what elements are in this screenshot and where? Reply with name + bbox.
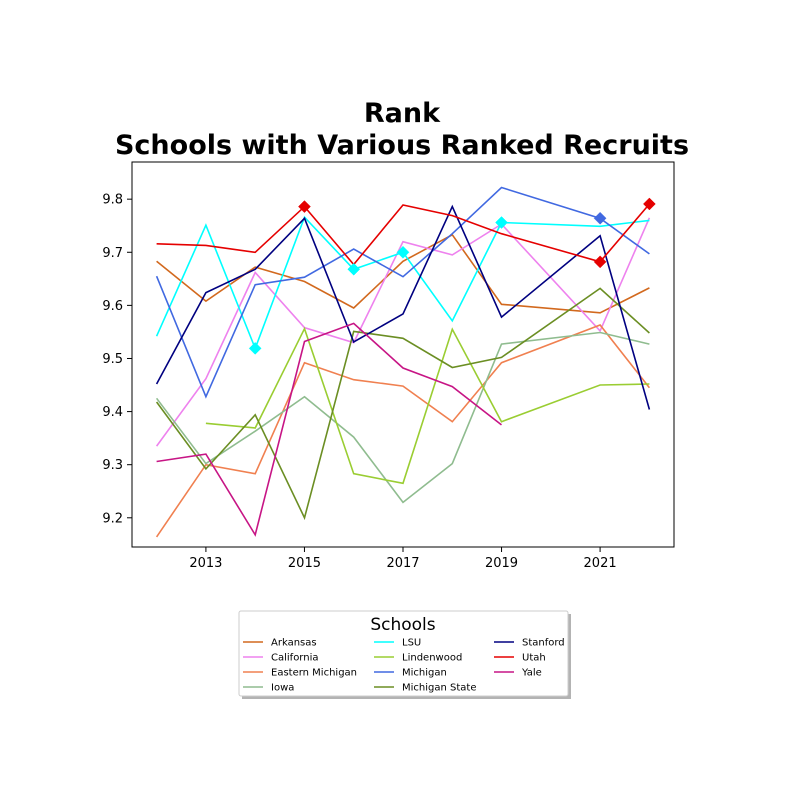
plot-area: 2013 2015 2017 2019 2021 9.2 9.3 9.4 9.5 9.6 9.7 9.… [102, 161, 675, 571]
series-line-utah [156, 203, 651, 266]
series-line-lsu [155, 215, 650, 351]
marker-utah-2015 [298, 200, 311, 213]
marker-lsu-2019 [495, 216, 508, 229]
series-line-lindenwood [205, 326, 650, 485]
legend-frame [238, 610, 569, 697]
legend-label: Utah [522, 653, 546, 664]
legend-label: Yale [521, 668, 542, 679]
legend-title: Schools [370, 615, 435, 635]
y-tick-label: 9.3 [102, 458, 123, 473]
marker-lsu-2014 [248, 342, 262, 355]
marker-lsu-2016 [347, 262, 361, 276]
x-tick-label: 2017 [386, 556, 419, 571]
series-line-yale [156, 322, 502, 537]
series-line-michigan-state [155, 287, 650, 521]
x-tick-label: 2021 [584, 556, 617, 571]
marker-utah-2022 [643, 197, 656, 211]
chart-title-line-1: Rank [364, 98, 441, 129]
series-line-eastern-michigan [155, 324, 651, 538]
x-tick-label: 2013 [189, 556, 222, 571]
legend-label: Arkansas [271, 638, 317, 649]
marker-utah-2021 [593, 255, 607, 269]
legend-label: Lindenwood [402, 653, 462, 664]
series-line-arkansas [156, 233, 650, 314]
y-tick-label: 9.6 [102, 299, 123, 314]
legend: Schools Arkansas California Eastern Michig… [238, 610, 571, 699]
y-tick-label: 9.4 [102, 405, 123, 420]
chart-title-line-2: Schools with Various Ranked Recruits [115, 130, 689, 161]
y-tick-label: 9.2 [102, 511, 123, 526]
x-tick-label: 2019 [485, 556, 518, 571]
y-tick-label: 9.5 [102, 352, 123, 367]
marker-michigan-2021 [593, 211, 607, 225]
legend-label: LSU [402, 638, 421, 649]
series-line-iowa [155, 331, 650, 504]
plot-frame [131, 161, 675, 548]
legend-label: Michigan State [402, 683, 476, 694]
y-tick-label: 9.7 [102, 246, 123, 261]
legend-label: Stanford [522, 638, 565, 649]
legend-label: California [271, 653, 319, 664]
legend-label: Eastern Michigan [271, 668, 357, 679]
y-tick-label: 9.8 [102, 193, 123, 208]
marker-lsu-2017 [396, 245, 410, 259]
legend-label: Michigan [402, 668, 447, 679]
series-line-stanford [155, 204, 651, 410]
series-line-michigan [155, 186, 650, 399]
series-line-california [155, 217, 651, 447]
x-tick-label: 2015 [288, 556, 321, 571]
legend-label: Iowa [271, 683, 294, 694]
